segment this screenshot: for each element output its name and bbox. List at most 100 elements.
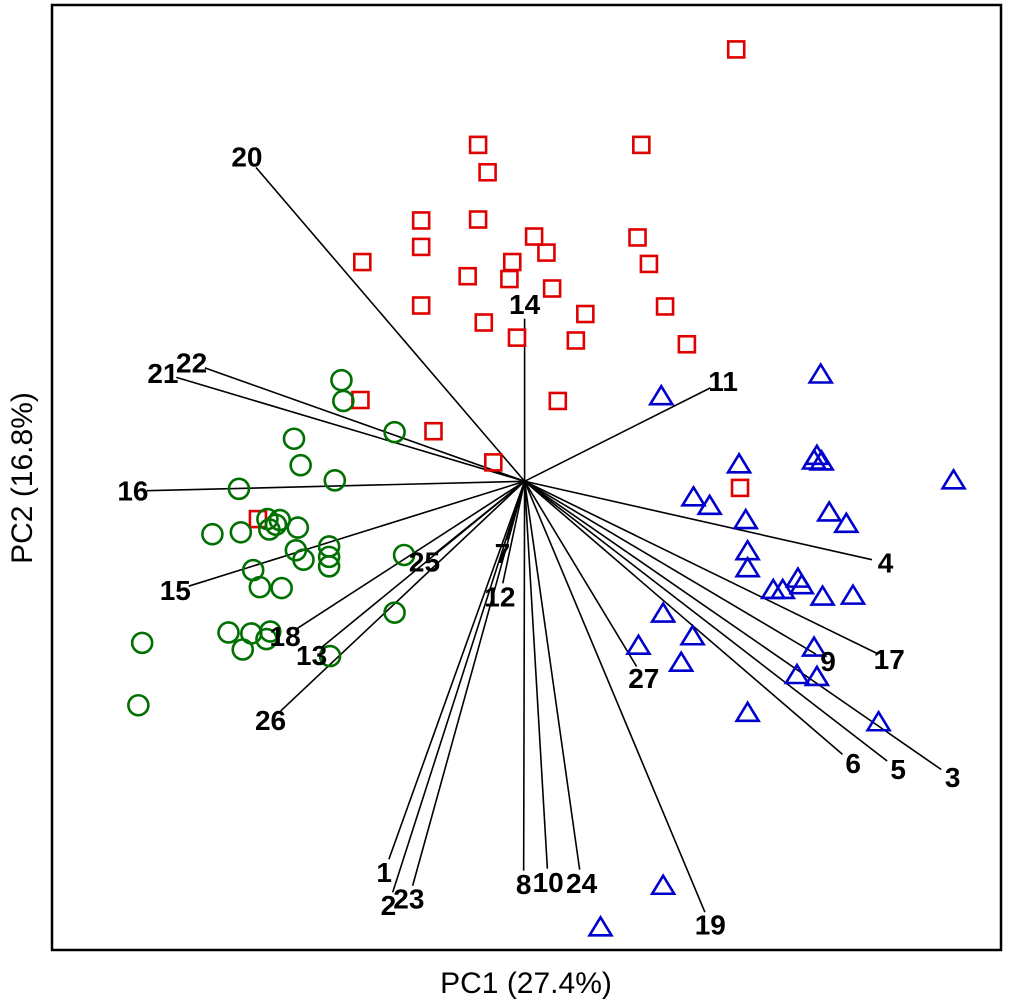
triangle-point-7 — [680, 484, 707, 507]
square-point-3 — [478, 162, 497, 182]
x-axis-title: PC1 (27.4%) — [440, 967, 612, 1000]
circle-point-4 — [289, 453, 312, 477]
y-axis-title: PC2 (16.8%) — [6, 392, 39, 564]
triangle-point-29 — [649, 873, 677, 896]
circle-point-11 — [258, 518, 281, 541]
vector-label-27: 27 — [628, 663, 659, 694]
loading-vector-12 — [501, 481, 526, 584]
loading-vector-16 — [146, 480, 525, 492]
circle-point-18 — [317, 555, 341, 578]
triangle-point-27 — [865, 709, 892, 732]
triangle-point-11 — [832, 511, 860, 534]
loading-vector-21 — [176, 376, 525, 483]
circle-point-31 — [127, 693, 150, 717]
triangle-point-2 — [725, 451, 753, 474]
triangle-point-30 — [587, 914, 614, 937]
triangle-point-6 — [940, 467, 967, 490]
circle-point-16 — [292, 548, 315, 572]
circle-point-23 — [383, 601, 406, 624]
vector-label-26: 26 — [255, 705, 286, 736]
circle-point-9 — [201, 522, 224, 546]
loading-vector-19 — [523, 480, 706, 913]
square-point-26 — [483, 453, 503, 472]
circle-point-5 — [323, 469, 347, 492]
vector-label-24: 24 — [566, 868, 598, 899]
triangle-point-23 — [667, 650, 695, 673]
triangle-point-1 — [647, 383, 675, 406]
triangle-point-20 — [649, 601, 677, 623]
vector-label-9: 9 — [820, 646, 836, 677]
square-point-12 — [537, 243, 556, 262]
loading-vector-20 — [255, 167, 526, 482]
triangle-point-13 — [734, 555, 761, 578]
square-point-23 — [351, 390, 370, 410]
vector-label-18: 18 — [270, 621, 301, 652]
square-point-6 — [411, 237, 431, 257]
vector-label-16: 16 — [117, 476, 148, 507]
circle-point-3 — [282, 427, 306, 451]
loading-vector-2 — [391, 481, 526, 893]
square-point-4 — [411, 211, 431, 230]
loading-vector-11 — [524, 387, 711, 482]
square-point-14 — [500, 269, 519, 289]
loading-vector-25 — [434, 480, 526, 554]
square-point-13 — [639, 254, 659, 274]
triangle-point-8 — [696, 493, 723, 516]
score-points — [127, 40, 967, 937]
square-point-17 — [474, 313, 494, 332]
circle-point-19 — [392, 543, 416, 567]
circle-point-22 — [270, 576, 293, 600]
circle-point-21 — [248, 575, 272, 599]
square-point-7 — [524, 227, 544, 246]
plot-area-frame — [50, 3, 1003, 952]
triangle-point-28 — [734, 700, 761, 723]
loading-vector-27 — [523, 480, 638, 667]
vector-label-22: 22 — [176, 348, 207, 379]
loading-vector-17 — [524, 480, 878, 654]
square-point-25 — [424, 421, 443, 441]
triangle-point-9 — [732, 507, 760, 530]
square-point-11 — [502, 252, 522, 272]
vector-label-2: 2 — [381, 890, 397, 921]
square-point-22 — [677, 334, 697, 354]
triangle-point-10 — [815, 499, 843, 522]
loading-vector-10 — [523, 481, 549, 869]
triangle-point-18 — [809, 584, 836, 606]
vector-label-6: 6 — [845, 748, 861, 779]
square-point-16 — [411, 296, 431, 315]
square-point-2 — [632, 135, 651, 155]
triangle-point-17 — [788, 572, 816, 595]
loading-vector-8 — [522, 481, 526, 871]
vector-label-4: 4 — [878, 547, 894, 578]
loading-vector-9 — [524, 480, 817, 655]
square-point-8 — [628, 228, 647, 247]
circle-point-30 — [318, 644, 342, 668]
vector-label-21: 21 — [147, 358, 178, 389]
triangle-point-0 — [807, 362, 835, 384]
square-point-19 — [655, 297, 675, 316]
loading-vector-18 — [296, 480, 526, 630]
triangle-point-19 — [839, 583, 867, 605]
vector-label-11: 11 — [708, 366, 738, 397]
vector-label-20: 20 — [231, 141, 262, 172]
vector-label-23: 23 — [393, 884, 424, 915]
triangle-point-16 — [769, 577, 797, 600]
loading-vector-15 — [188, 480, 525, 587]
square-point-24 — [548, 391, 568, 411]
square-point-0 — [726, 40, 746, 59]
vector-label-8: 8 — [516, 869, 532, 900]
circle-point-1 — [332, 389, 355, 413]
vector-label-12: 12 — [484, 582, 515, 613]
loading-vector-1 — [388, 481, 526, 860]
loading-vector-4 — [524, 480, 873, 561]
circle-point-2 — [383, 420, 406, 444]
loading-vector-22 — [204, 367, 525, 483]
circle-point-10 — [229, 521, 253, 544]
vector-label-19: 19 — [695, 910, 726, 941]
circle-point-12 — [264, 513, 288, 537]
circle-point-13 — [286, 516, 310, 539]
vector-label-7: 7 — [495, 538, 511, 569]
circle-point-6 — [227, 477, 251, 501]
circle-point-28 — [231, 638, 255, 661]
